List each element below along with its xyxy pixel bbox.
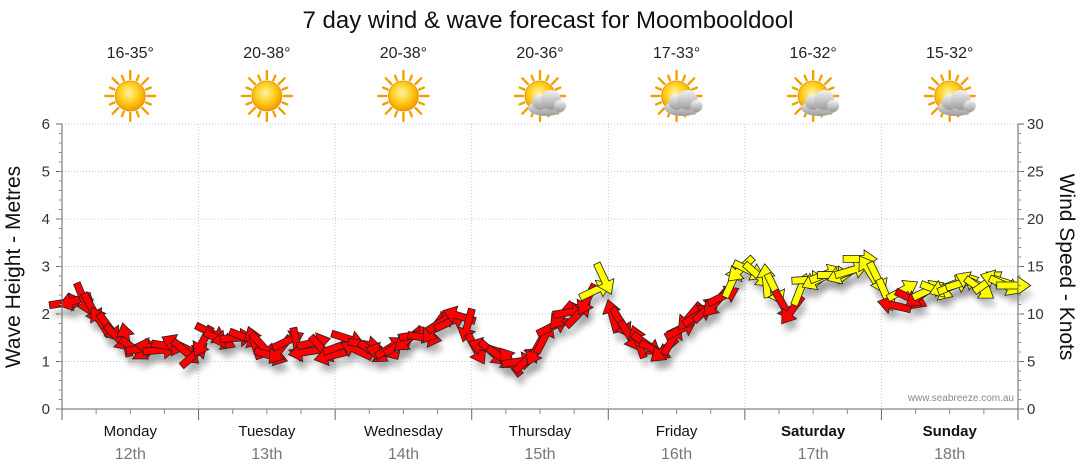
date-label: 12th — [115, 446, 146, 463]
chart-title: 7 day wind & wave forecast for Moomboold… — [303, 7, 794, 34]
date-label: 17th — [798, 446, 829, 463]
left-tick-label: 1 — [42, 354, 50, 371]
temperature-range: 16-35° — [107, 45, 154, 62]
partly-cloudy-icon — [513, 69, 567, 123]
left-axis-label: Wave Height - Metres — [2, 166, 25, 368]
wind-arrow — [593, 261, 615, 295]
day-label: Friday — [656, 423, 698, 440]
sun-icon — [240, 69, 294, 123]
day-headers: 16-35° 20-38° 20-38° 20-36° 17-33° 16-32° 15-3… — [104, 45, 976, 123]
wind-arrow — [313, 347, 349, 367]
right-axis-ticks: 0 5 10 15 20 25 30 — [1018, 116, 1044, 418]
right-tick-label: 25 — [1027, 164, 1044, 181]
right-tick-label: 10 — [1027, 306, 1044, 323]
wind-arrows — [48, 249, 1032, 378]
left-tick-label: 3 — [42, 259, 50, 276]
day-label: Tuesday — [238, 423, 295, 440]
right-tick-label: 30 — [1027, 116, 1044, 133]
day-label: Saturday — [781, 423, 846, 440]
date-label: 16th — [661, 446, 692, 463]
x-axis-labels: Monday 12th Tuesday 13th Wednesday 14th Thursd… — [104, 423, 978, 463]
x-axis-ticks — [61, 409, 1019, 420]
day-label: Sunday — [923, 423, 978, 440]
date-label: 14th — [388, 446, 419, 463]
day-label: Monday — [104, 423, 158, 440]
date-label: 18th — [934, 446, 965, 463]
partly-cloudy-icon — [650, 69, 703, 123]
right-axis-label: Wind Speed - Knots — [1055, 174, 1078, 361]
left-tick-label: 4 — [42, 211, 50, 228]
right-tick-label: 0 — [1027, 401, 1035, 418]
right-tick-label: 20 — [1027, 211, 1044, 228]
temperature-range: 20-36° — [516, 45, 563, 62]
temperature-range: 20-38° — [243, 45, 290, 62]
date-label: 13th — [251, 446, 282, 463]
temperature-range: 16-32° — [789, 45, 836, 62]
sun-icon — [104, 69, 157, 123]
left-axis-ticks: 0 1 2 3 4 5 6 — [42, 116, 62, 418]
right-tick-label: 15 — [1027, 259, 1044, 276]
left-tick-label: 0 — [42, 401, 50, 418]
plot-grid — [62, 123, 1018, 409]
left-tick-label: 2 — [42, 306, 50, 323]
left-tick-label: 5 — [42, 164, 50, 181]
day-label: Wednesday — [364, 423, 443, 440]
credit-text: www.seabreeze.com.au — [907, 393, 1014, 404]
wind-arrow-shadow — [999, 285, 1034, 304]
left-tick-label: 6 — [42, 116, 50, 133]
partly-cloudy-icon — [786, 69, 840, 123]
day-label: Thursday — [509, 423, 572, 440]
temperature-range: 17-33° — [653, 45, 700, 62]
sun-icon — [377, 69, 430, 123]
partly-cloudy-icon — [923, 69, 976, 123]
temperature-range: 15-32° — [926, 45, 973, 62]
date-label: 15th — [524, 446, 555, 463]
temperature-range: 20-38° — [380, 45, 427, 62]
right-tick-label: 5 — [1027, 354, 1035, 371]
